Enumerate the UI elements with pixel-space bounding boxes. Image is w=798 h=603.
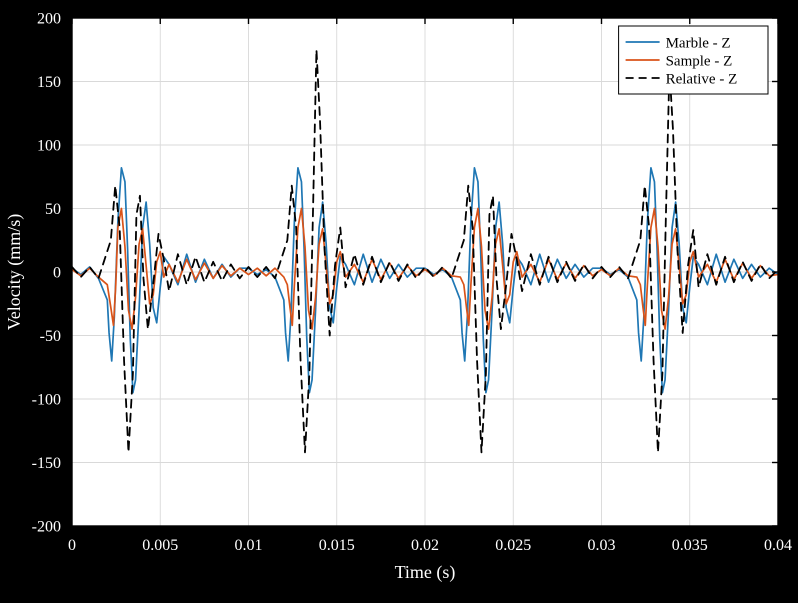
x-tick-label: 0.025 (495, 537, 531, 554)
x-tick-label: 0.015 (319, 537, 355, 554)
x-tick-label: 0.005 (142, 537, 178, 554)
x-tick-label: 0.03 (588, 537, 616, 554)
x-tick-label: 0.01 (235, 537, 263, 554)
y-tick-label: -100 (32, 392, 61, 409)
y-tick-label: -50 (40, 328, 61, 345)
line-chart: 0 0.005 0.01 0.015 0.02 0.025 0.03 0.035 0.04 -20… (0, 0, 798, 603)
legend-label: Relative - Z (666, 71, 738, 87)
y-tick-label: -200 (32, 519, 61, 536)
x-axis-label: Time (s) (395, 562, 456, 583)
y-tick-label: 50 (45, 201, 61, 218)
legend: Marble - Z Sample - Z Relative - Z (619, 26, 768, 94)
y-tick-label: 100 (37, 138, 61, 155)
x-tick-label: 0.04 (764, 537, 792, 554)
y-axis-label: Velocity (mm/s) (4, 214, 25, 330)
y-tick-label: 0 (53, 265, 61, 282)
legend-label: Marble - Z (666, 35, 731, 51)
x-tick-label: 0.02 (411, 537, 439, 554)
y-tick-label: -150 (32, 455, 61, 472)
x-tick-label: 0 (68, 537, 76, 554)
chart-container: 0 0.005 0.01 0.015 0.02 0.025 0.03 0.035 0.04 -20… (0, 0, 798, 603)
x-tick-label: 0.035 (672, 537, 708, 554)
y-tick-label: 200 (37, 11, 61, 28)
y-tick-label: 150 (37, 74, 61, 91)
legend-label: Sample - Z (666, 53, 733, 69)
